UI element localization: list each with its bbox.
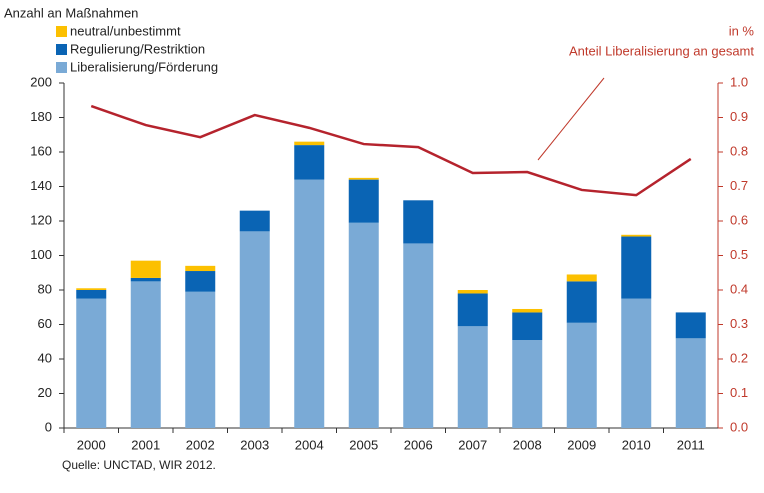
y2-axis-label: in % <box>729 23 755 38</box>
x-tick-label: 2007 <box>458 437 487 452</box>
x-tick-label: 2003 <box>240 437 269 452</box>
bar-segment <box>566 322 597 428</box>
y-tick-label: 60 <box>38 316 52 331</box>
y-tick-label: 120 <box>30 212 52 227</box>
y2-tick-label: 0.0 <box>730 419 748 434</box>
bar-segment <box>566 281 597 323</box>
bar-segment <box>76 288 107 290</box>
y-tick-label: 200 <box>30 74 52 89</box>
y-tick-label: 80 <box>38 281 52 296</box>
bar-segment <box>621 236 652 299</box>
bar-segment <box>621 234 652 237</box>
bar-segment <box>348 222 379 428</box>
x-tick-label: 2009 <box>567 437 596 452</box>
y2-tick-label: 0.8 <box>730 143 748 158</box>
legend-swatch <box>56 62 67 73</box>
x-tick-label: 2008 <box>513 437 542 452</box>
y-tick-label: 40 <box>38 350 52 365</box>
y2-tick-label: 0.6 <box>730 212 748 227</box>
x-tick-label: 2004 <box>295 437 324 452</box>
bar-segment <box>348 179 379 223</box>
source: Quelle: UNCTAD, WIR 2012. <box>62 458 216 472</box>
annotation-pointer <box>537 77 605 161</box>
bar-segment <box>185 291 216 428</box>
bar-segment <box>76 290 107 299</box>
y2-tick-label: 0.9 <box>730 109 748 124</box>
bar-segment <box>130 281 161 428</box>
bar-segment <box>294 145 325 180</box>
y2-tick-label: 0.7 <box>730 178 748 193</box>
bar-segment <box>294 141 325 146</box>
bar-segment <box>294 179 325 428</box>
bar-segment <box>457 290 488 294</box>
x-tick-label: 2010 <box>622 437 651 452</box>
bar-segment <box>675 312 706 339</box>
x-tick-label: 2005 <box>349 437 378 452</box>
bar-segment <box>512 340 543 428</box>
bar-segment <box>512 312 543 341</box>
legend-swatch <box>56 44 67 55</box>
legend-label: Regulierung/Restriktion <box>70 41 205 56</box>
x-tick-label: 2011 <box>677 437 705 452</box>
legend-label: neutral/unbestimmt <box>70 23 181 38</box>
bar-segment <box>185 265 216 272</box>
bar-segment <box>76 298 107 428</box>
bar-segment <box>130 277 161 282</box>
y-tick-label: 180 <box>30 109 52 124</box>
bar-segment <box>185 271 216 292</box>
annotation: Anteil Liberalisierung an gesamt <box>569 43 754 58</box>
y-tick-label: 140 <box>30 178 52 193</box>
y-tick-label: 100 <box>30 247 52 262</box>
y2-tick-label: 0.4 <box>730 281 748 296</box>
bar-segment <box>239 210 270 232</box>
y-axis-label: Anzahl an Maßnahmen <box>4 5 138 20</box>
bar-segment <box>239 231 270 428</box>
y-tick-label: 160 <box>30 143 52 158</box>
bar-segment <box>675 338 706 428</box>
y2-tick-label: 0.5 <box>730 247 748 262</box>
legend-label: Liberalisierung/Förderung <box>70 59 218 74</box>
bar-segment <box>621 298 652 428</box>
bar-segment <box>566 274 597 282</box>
bar-segment <box>457 293 488 327</box>
bar-segment <box>457 326 488 428</box>
legend-swatch <box>56 26 67 37</box>
bar-segment <box>403 200 434 244</box>
y-tick-label: 0 <box>45 419 52 434</box>
y2-tick-label: 1.0 <box>730 74 748 89</box>
x-tick-label: 2001 <box>131 437 160 452</box>
bar-segment <box>348 177 379 180</box>
y2-tick-label: 0.1 <box>730 385 748 400</box>
y-tick-label: 20 <box>38 385 52 400</box>
bar-segment <box>512 308 543 313</box>
x-tick-label: 2000 <box>77 437 106 452</box>
line-series <box>90 104 692 197</box>
bar-segment <box>403 243 434 428</box>
y2-tick-label: 0.3 <box>730 316 748 331</box>
bar-segment <box>130 260 161 278</box>
y2-tick-label: 0.2 <box>730 350 748 365</box>
x-tick-label: 2006 <box>404 437 433 452</box>
x-tick-label: 2002 <box>186 437 215 452</box>
